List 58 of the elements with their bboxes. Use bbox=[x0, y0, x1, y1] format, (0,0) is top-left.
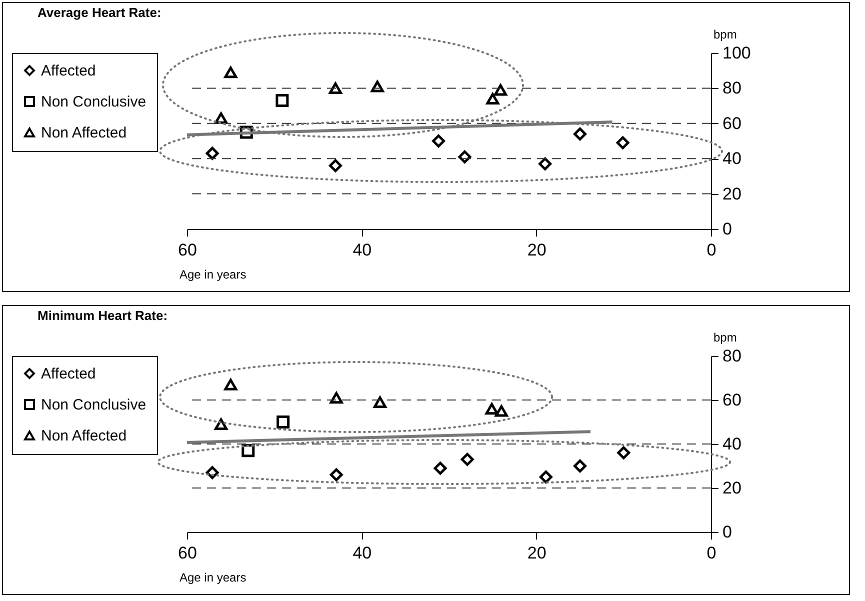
point bbox=[539, 470, 552, 484]
point bbox=[617, 446, 630, 460]
point bbox=[574, 127, 586, 140]
x-axis-title: Age in years bbox=[180, 268, 246, 282]
x-tick-label: 20 bbox=[527, 544, 546, 562]
legend-label: Non Conclusive bbox=[41, 94, 146, 110]
y-tick-label: 40 bbox=[722, 149, 742, 168]
y-tick-label: 100 bbox=[722, 44, 751, 62]
y-tick-label: 20 bbox=[722, 478, 742, 498]
x-tick-label: 20 bbox=[527, 240, 546, 260]
point bbox=[206, 146, 219, 160]
point bbox=[538, 157, 552, 170]
legend-label: Non Affected bbox=[41, 428, 127, 444]
x-tick-label: 60 bbox=[178, 240, 197, 260]
point bbox=[276, 94, 289, 108]
point bbox=[486, 92, 500, 105]
point bbox=[224, 378, 238, 390]
point bbox=[328, 82, 342, 94]
point bbox=[224, 66, 238, 78]
y-tick-label: 80 bbox=[722, 78, 742, 98]
x-tick-label: 40 bbox=[352, 240, 372, 260]
y-axis-title: bpm bbox=[714, 330, 737, 344]
legend-label: Non Conclusive bbox=[41, 396, 146, 414]
point bbox=[374, 396, 386, 408]
x-tick-label: 0 bbox=[706, 544, 716, 562]
y-tick-label: 40 bbox=[722, 434, 742, 454]
point bbox=[432, 134, 446, 148]
legend-label: Non Affected bbox=[41, 124, 127, 142]
point bbox=[206, 466, 219, 480]
y-tick-label: 0 bbox=[722, 522, 732, 542]
chart-title: Minimum Heart Rate: bbox=[38, 308, 168, 323]
point bbox=[370, 80, 384, 92]
y-tick-label: 0 bbox=[722, 220, 732, 238]
y-tick-label: 80 bbox=[722, 346, 742, 366]
chart-title: Average Heart Rate: bbox=[38, 5, 162, 20]
point bbox=[485, 403, 498, 415]
point bbox=[574, 460, 586, 472]
point bbox=[494, 84, 508, 96]
y-tick-label: 20 bbox=[722, 184, 742, 204]
point bbox=[460, 452, 474, 466]
y-tick-label: 60 bbox=[722, 390, 742, 410]
point bbox=[214, 418, 228, 430]
point bbox=[494, 405, 508, 417]
x-tick-label: 40 bbox=[352, 544, 372, 562]
point bbox=[434, 462, 447, 475]
point bbox=[616, 136, 630, 150]
x-tick-label: 60 bbox=[178, 544, 197, 562]
legend-label: Affected bbox=[41, 366, 96, 382]
point bbox=[458, 150, 472, 164]
point bbox=[330, 392, 343, 404]
point bbox=[330, 468, 343, 482]
y-axis-title: bpm bbox=[714, 28, 737, 42]
legend-label: Affected bbox=[41, 62, 96, 80]
point bbox=[276, 416, 290, 428]
point bbox=[328, 159, 342, 172]
x-tick-label: 0 bbox=[706, 240, 716, 260]
y-tick-label: 60 bbox=[722, 114, 742, 133]
x-axis-title: Age in years bbox=[180, 570, 246, 584]
